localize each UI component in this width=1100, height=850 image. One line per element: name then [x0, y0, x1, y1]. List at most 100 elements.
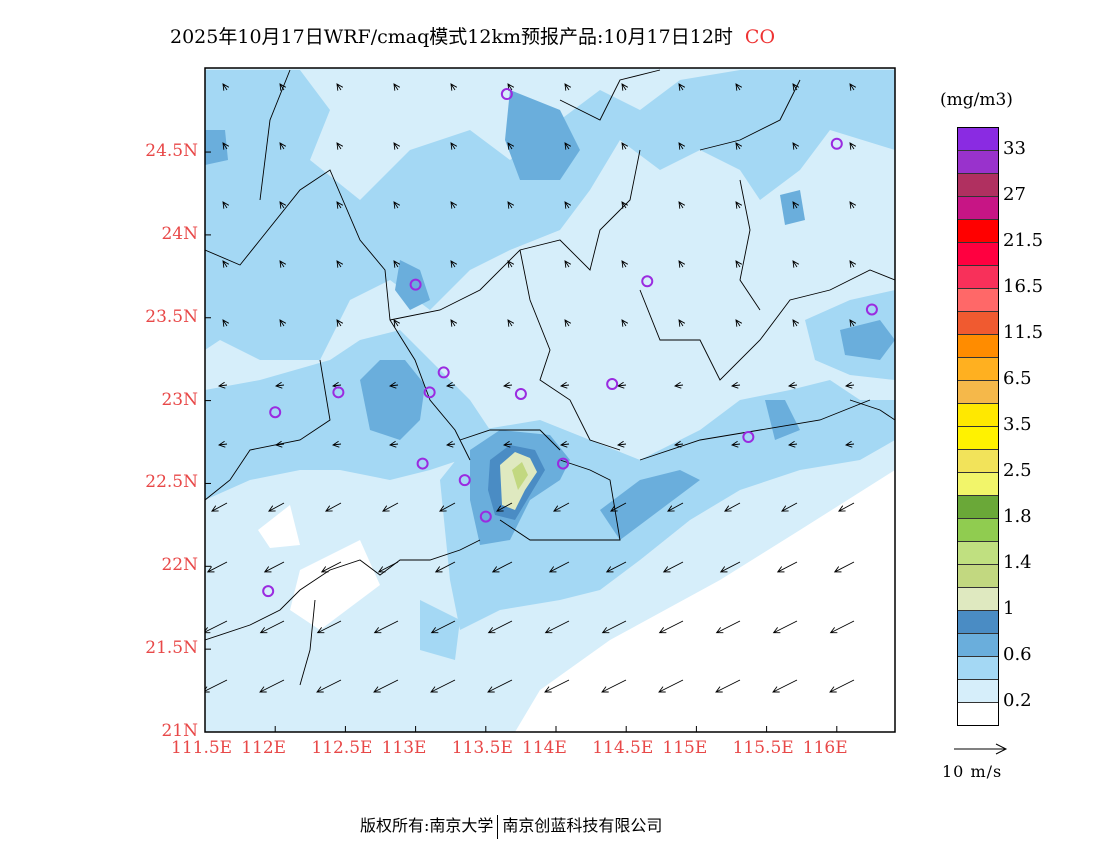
wind-arrow-icon: [662, 561, 684, 573]
wind-arrow-icon: [621, 260, 629, 268]
wind-arrow-icon: [316, 679, 342, 693]
wind-arrow-icon: [838, 502, 855, 512]
monitoring-station-marker: [409, 278, 422, 291]
wind-arrow-icon: [564, 142, 572, 150]
wind-arrow-icon: [446, 440, 456, 448]
colorbar-bin: [958, 381, 998, 404]
footer-divider: [497, 814, 499, 839]
lon-tick-label: 114E: [522, 738, 567, 758]
wind-arrow-icon: [845, 381, 855, 389]
wind-arrow-icon: [263, 561, 285, 573]
wind-arrow-icon: [430, 620, 456, 634]
wind-arrow-icon: [332, 440, 342, 448]
wind-arrow-icon: [336, 142, 344, 150]
copyright-footer: 版权所有:南京大学 南京创蓝科技有限公司: [360, 812, 662, 839]
colorbar: [957, 127, 999, 726]
colorbar-label: 1: [1003, 598, 1015, 619]
wind-arrow-icon: [382, 502, 399, 512]
lat-tick-label: 22N: [161, 555, 198, 576]
wind-arrow-icon: [393, 319, 401, 327]
lat-tick-label: 24.5N: [145, 141, 198, 162]
wind-arrow-icon: [439, 502, 456, 512]
concentration-band-0.6: [420, 600, 460, 660]
monitoring-station-marker: [458, 474, 471, 487]
wind-arrow-icon: [610, 502, 627, 512]
wind-arrow-icon: [222, 142, 230, 150]
lon-tick-label: 115.5E: [732, 738, 794, 758]
lon-tick-label: 115E: [662, 738, 708, 758]
colorbar-bin: [958, 680, 998, 703]
monitoring-station-marker: [514, 387, 527, 400]
lat-tick-label: 21N: [161, 721, 198, 741]
wind-arrow-icon: [621, 201, 629, 209]
colorbar-bin: [958, 588, 998, 611]
colorbar-bin: [958, 427, 998, 450]
colorbar-label: 11.5: [1003, 322, 1044, 343]
wind-arrow-icon: [621, 142, 629, 150]
colorbar-bin: [958, 197, 998, 220]
wind-arrow-icon: [373, 679, 399, 693]
boundary-line: [459, 429, 561, 451]
wind-arrow-icon: [605, 561, 627, 573]
wind-arrow-icon: [781, 502, 798, 512]
wind-arrow-icon: [218, 440, 228, 448]
wind-arrow-icon: [507, 142, 515, 150]
wind-arrow-icon: [430, 679, 456, 693]
wind-arrow-icon: [275, 440, 285, 448]
wind-arrow-icon: [222, 319, 230, 327]
wind-arrow-icon: [560, 381, 570, 389]
wind-arrow-icon: [336, 83, 344, 91]
colorbar-bin: [958, 450, 998, 473]
colorbar-bin: [958, 542, 998, 565]
lon-tick-label: 112.5E: [311, 738, 373, 758]
wind-arrow-icon: [450, 260, 458, 268]
wind-arrow-icon: [674, 381, 684, 389]
wind-arrow-icon: [373, 620, 399, 634]
boundary-line: [849, 399, 895, 421]
lon-tick-label: 111.5E: [171, 738, 233, 758]
wind-arrow-icon: [788, 381, 798, 389]
colorbar-label: 0.2: [1003, 690, 1032, 711]
monitoring-station-marker: [479, 510, 492, 523]
concentration-band-0.8: [505, 90, 580, 180]
lon-tick-label: 113E: [381, 738, 427, 758]
concentration-band-0.8: [395, 260, 430, 310]
monitoring-station-marker: [742, 431, 755, 444]
lat-tick-label: 23.5N: [145, 306, 198, 327]
map-frame: [204, 67, 896, 733]
wind-arrow-icon: [259, 679, 285, 693]
concentration-band-below-0.2: [515, 470, 895, 732]
colorbar-label: 2.5: [1003, 460, 1032, 481]
wind-arrow-icon: [678, 142, 686, 150]
species-label: CO: [744, 26, 776, 48]
wind-arrow-icon: [507, 260, 515, 268]
concentration-band-0.8: [765, 400, 800, 440]
colorbar-bin: [958, 266, 998, 289]
wind-arrow-icon: [507, 319, 515, 327]
wind-arrow-icon: [678, 260, 686, 268]
wind-arrow-icon: [336, 260, 344, 268]
lat-tick-label: 21.5N: [145, 638, 198, 659]
boundary-line: [499, 459, 621, 541]
colorbar-bin: [958, 565, 998, 588]
boundary-line: [205, 359, 331, 501]
wind-arrow-icon: [222, 260, 230, 268]
wind-arrow-icon: [222, 201, 230, 209]
wind-arrow-icon: [434, 561, 456, 573]
wind-arrow-icon: [259, 620, 285, 634]
wind-arrow-icon: [377, 561, 399, 573]
wind-arrow-icon: [715, 679, 741, 693]
wind-arrow-icon: [792, 142, 800, 150]
boundary-line: [519, 249, 621, 451]
wind-arrow-icon: [222, 83, 230, 91]
wind-arrow-icon: [792, 201, 800, 209]
concentration-band-0.8: [205, 130, 228, 165]
lat-tick-label: 22.5N: [145, 472, 198, 493]
wind-reference-arrow-icon: [954, 743, 1008, 755]
concentration-band-0.8: [600, 470, 700, 540]
colorbar-unit: (mg/m3): [940, 90, 1013, 110]
colorbar-bin: [958, 128, 998, 151]
wind-arrow-icon: [829, 620, 855, 634]
wind-arrow-icon: [849, 319, 857, 327]
